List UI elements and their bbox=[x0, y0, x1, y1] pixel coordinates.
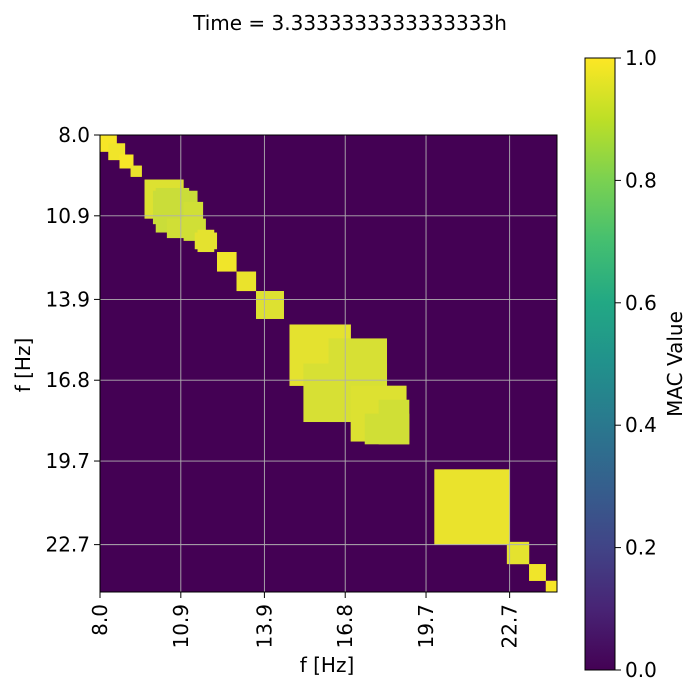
heatmap-cell bbox=[197, 229, 215, 253]
heatmap-cell bbox=[119, 154, 134, 169]
colorbar-tick-label: 0.0 bbox=[625, 658, 657, 682]
y-tick-label: 22.7 bbox=[45, 533, 90, 557]
y-tick-label: 19.7 bbox=[45, 449, 90, 473]
colorbar-tick-label: 0.8 bbox=[625, 168, 657, 192]
x-tick-label: 8.0 bbox=[88, 604, 112, 636]
heatmap-cell bbox=[506, 544, 530, 565]
colorbar-tick-label: 0.2 bbox=[625, 536, 657, 560]
x-axis-label: f [Hz] bbox=[300, 653, 355, 677]
heatmap-cell bbox=[434, 469, 510, 545]
y-tick-label: 13.9 bbox=[45, 287, 90, 311]
y-axis-label: f [Hz] bbox=[11, 338, 35, 393]
colorbar-tick-label: 0.4 bbox=[625, 413, 657, 437]
x-tick-label: 10.9 bbox=[169, 604, 193, 649]
x-axis-ticks: 8.0 10.9 13.9 16.8 19.7 22.7 bbox=[88, 592, 522, 649]
heatmap-cell bbox=[217, 252, 237, 272]
y-tick-label: 10.9 bbox=[45, 204, 90, 228]
colorbar-label: MAC Value bbox=[663, 311, 687, 417]
heatmap-cell bbox=[130, 165, 142, 177]
heatmap-cell bbox=[236, 271, 257, 292]
x-tick-label: 13.9 bbox=[252, 604, 276, 649]
heatmap-cell bbox=[529, 564, 546, 581]
x-tick-label: 16.8 bbox=[333, 604, 357, 649]
colorbar-ticks: 0.0 0.2 0.4 0.6 0.8 1.0 bbox=[615, 46, 657, 682]
plot-frame bbox=[99, 134, 558, 593]
colorbar-tick-label: 1.0 bbox=[625, 46, 657, 70]
heatmap-cells bbox=[100, 135, 557, 592]
plot-area bbox=[99, 134, 558, 593]
y-tick-label: 8.0 bbox=[58, 123, 90, 147]
x-tick-label: 22.7 bbox=[498, 604, 522, 649]
colorbar-tick-label: 0.6 bbox=[625, 291, 657, 315]
colorbar: 0.0 0.2 0.4 0.6 0.8 1.0 MAC Value bbox=[584, 46, 687, 682]
x-tick-label: 19.7 bbox=[414, 604, 438, 649]
heatmap-cell bbox=[378, 399, 410, 445]
y-axis-ticks: 8.0 10.9 13.9 16.8 19.7 22.7 bbox=[45, 123, 100, 557]
colorbar-gradient bbox=[584, 57, 616, 671]
heatmap-cell bbox=[256, 291, 284, 319]
y-tick-label: 16.8 bbox=[45, 368, 90, 392]
chart-title: Time = 3.3333333333333333h bbox=[192, 11, 507, 35]
heatmap-cell bbox=[545, 580, 557, 592]
